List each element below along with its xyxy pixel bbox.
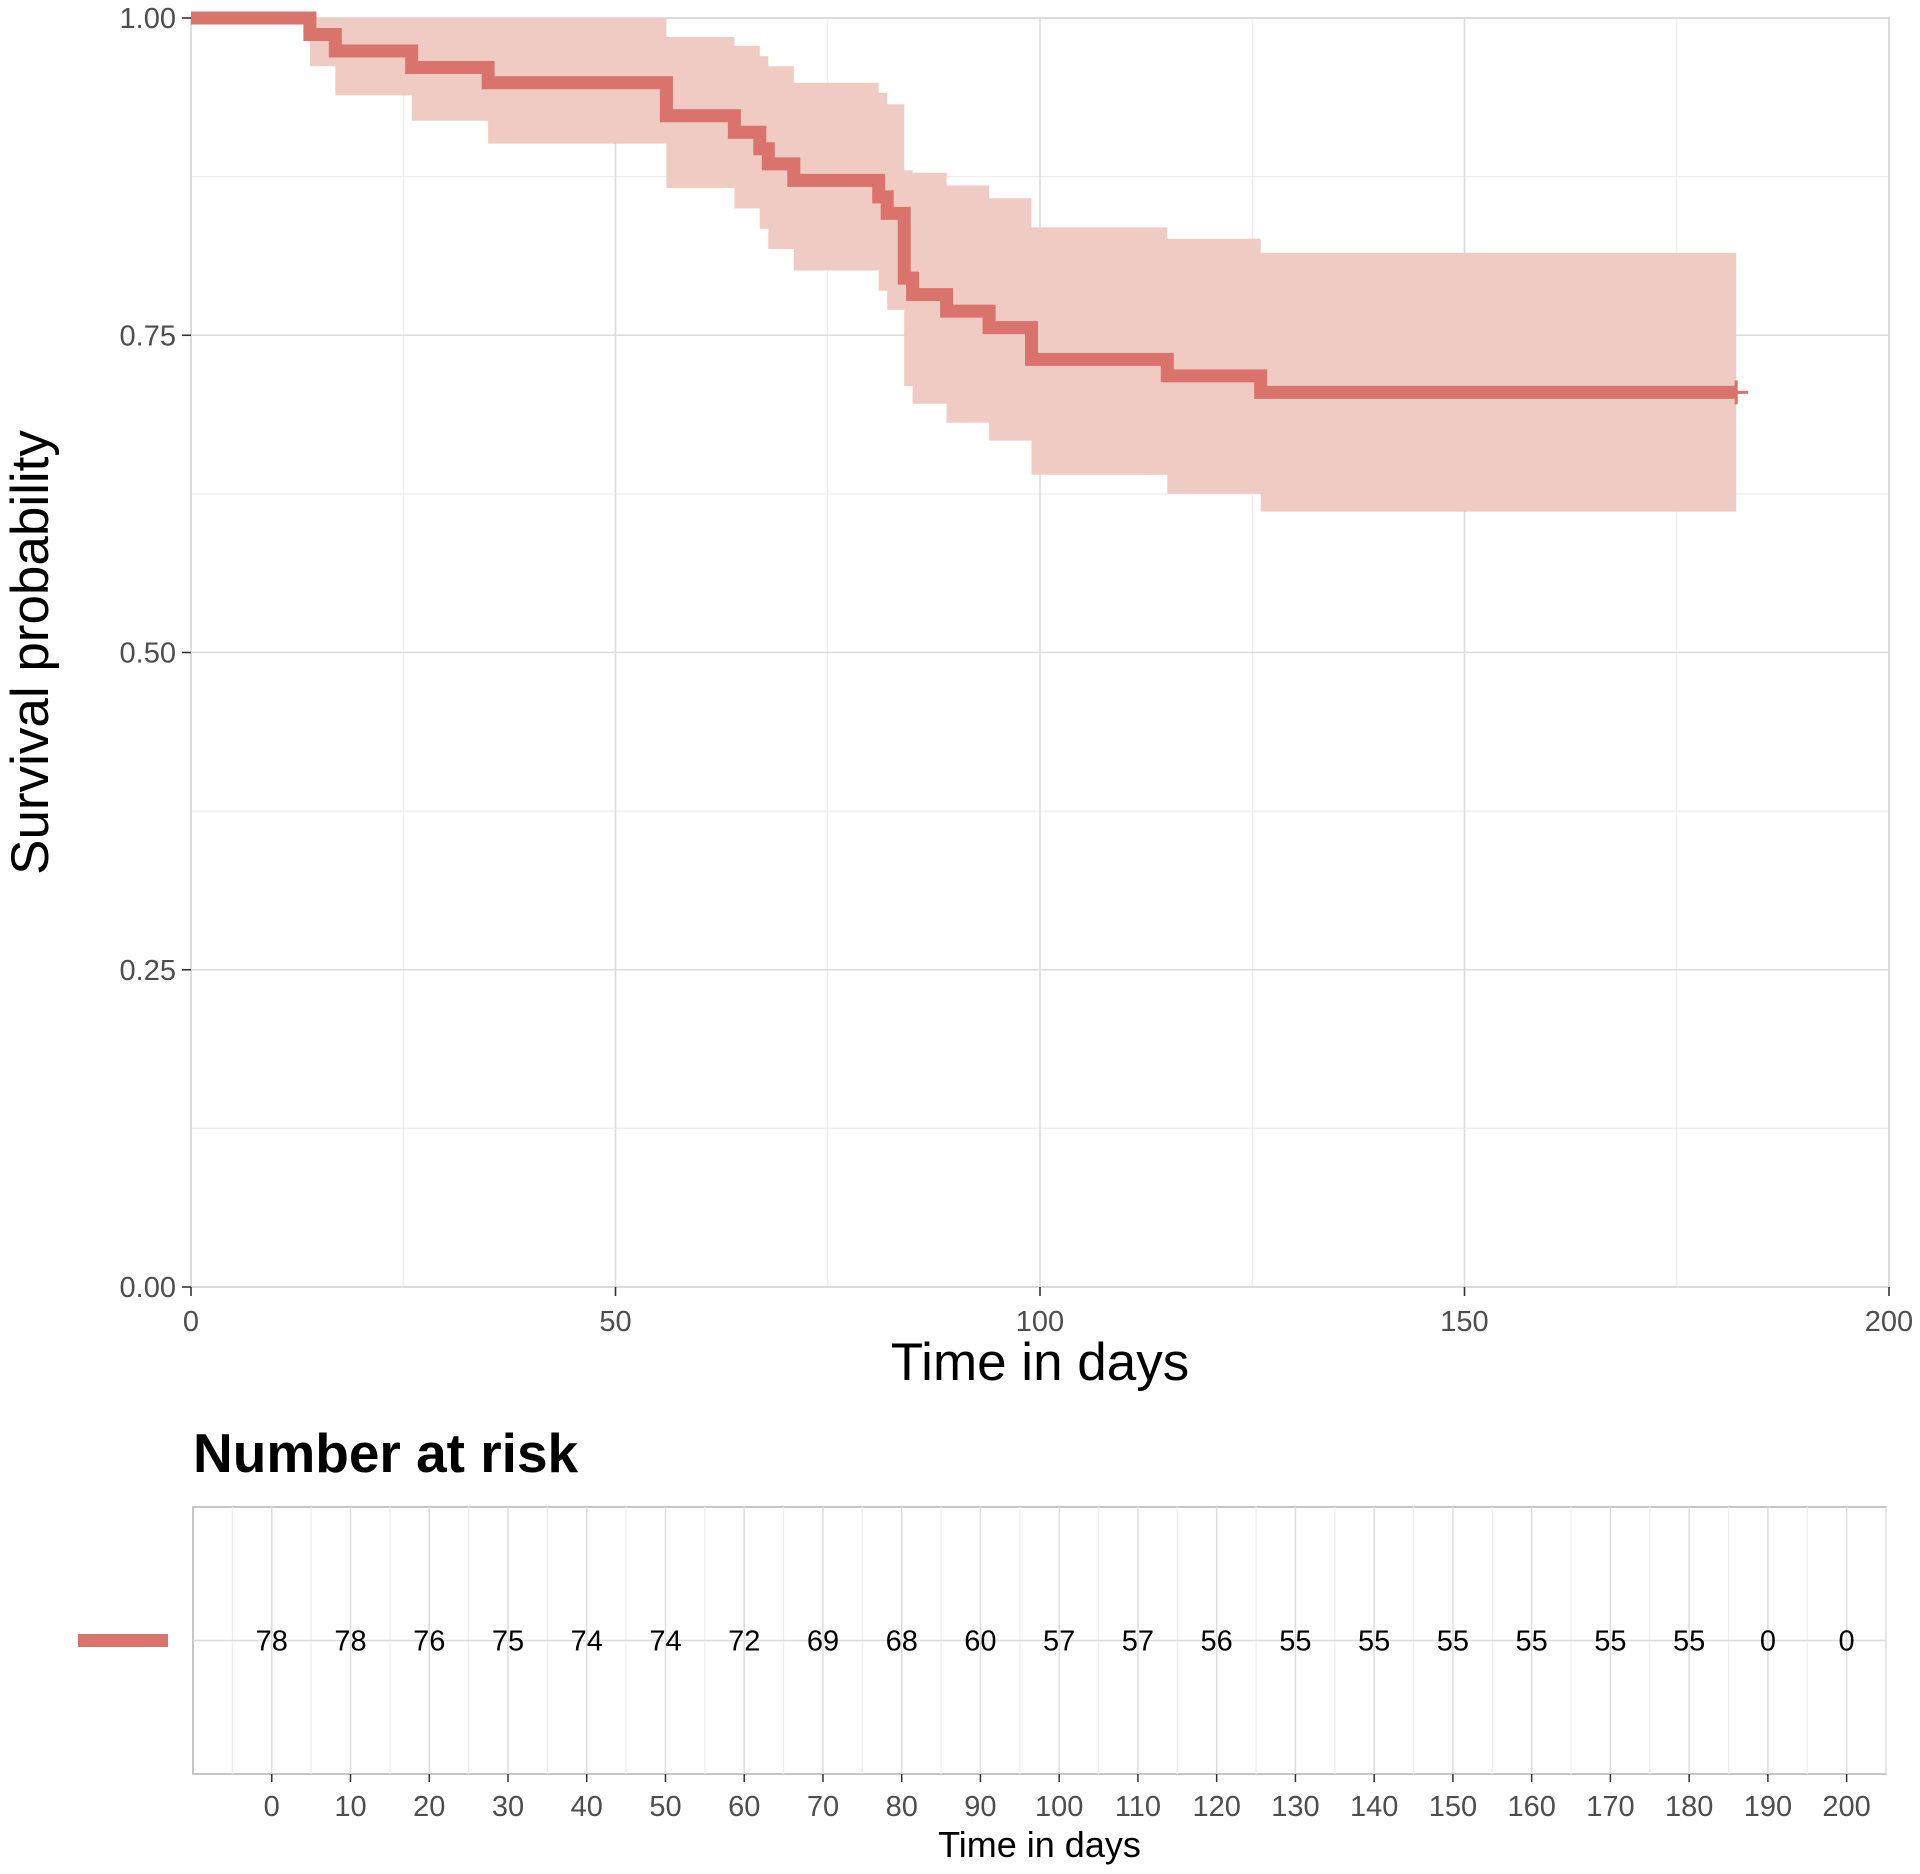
risk-tick-label: 160 bbox=[1507, 1791, 1555, 1823]
risk-table-gridlines bbox=[193, 1507, 1887, 1774]
risk-value: 55 bbox=[1594, 1626, 1626, 1658]
risk-tick-label: 170 bbox=[1586, 1791, 1634, 1823]
risk-value: 57 bbox=[1122, 1626, 1154, 1658]
risk-tick-label: 60 bbox=[728, 1791, 760, 1823]
risk-value: 55 bbox=[1358, 1626, 1390, 1658]
x-tick-label: 50 bbox=[599, 1306, 631, 1338]
y-tick-label: 1.00 bbox=[120, 3, 176, 35]
y-tick-label: 0.75 bbox=[120, 320, 176, 352]
risk-value: 75 bbox=[492, 1626, 524, 1658]
km-censor-marks bbox=[1724, 380, 1749, 405]
risk-tick-label: 90 bbox=[964, 1791, 996, 1823]
risk-table-title: Number at risk bbox=[193, 1422, 579, 1484]
x-axis-title: Time in days bbox=[891, 1333, 1189, 1392]
risk-tick-label: 80 bbox=[886, 1791, 918, 1823]
risk-tick-label: 200 bbox=[1822, 1791, 1870, 1823]
x-tick-label: 0 bbox=[183, 1306, 199, 1338]
risk-value: 72 bbox=[728, 1626, 760, 1658]
risk-table-values: 78 78 76 75 74 74 72 69 68 60 57 57 56 55 55 55 55 55 55 0 0 bbox=[256, 1626, 1855, 1658]
y-tick-label: 0.25 bbox=[120, 955, 176, 987]
x-tick-label: 100 bbox=[1016, 1306, 1064, 1338]
risk-value: 55 bbox=[1279, 1626, 1311, 1658]
risk-value: 55 bbox=[1673, 1626, 1705, 1658]
risk-tick-label: 20 bbox=[413, 1791, 445, 1823]
risk-value: 0 bbox=[1839, 1626, 1855, 1658]
risk-value: 60 bbox=[964, 1626, 996, 1658]
risk-tick-label: 120 bbox=[1192, 1791, 1240, 1823]
y-tick-label: 0.50 bbox=[120, 638, 176, 670]
km-axes: 0 50 100 150 200 0.00 0.25 0.50 0.75 1.00 bbox=[120, 3, 1914, 1338]
risk-value: 56 bbox=[1201, 1626, 1233, 1658]
risk-value: 57 bbox=[1043, 1626, 1075, 1658]
risk-value: 78 bbox=[334, 1626, 366, 1658]
risk-tick-label: 30 bbox=[492, 1791, 524, 1823]
risk-value: 69 bbox=[807, 1626, 839, 1658]
y-axis-title: Survival probability bbox=[1, 430, 60, 875]
risk-value: 55 bbox=[1437, 1626, 1469, 1658]
risk-value: 0 bbox=[1760, 1626, 1776, 1658]
risk-tick-label: 100 bbox=[1035, 1791, 1083, 1823]
risk-tick-label: 180 bbox=[1665, 1791, 1713, 1823]
risk-table-ticks: 0 10 20 30 40 50 60 70 80 90 100 110 120 130 140 150 160… bbox=[264, 1774, 1871, 1823]
risk-tick-label: 40 bbox=[571, 1791, 603, 1823]
risk-tick-label: 70 bbox=[807, 1791, 839, 1823]
risk-value: 55 bbox=[1516, 1626, 1548, 1658]
risk-tick-label: 50 bbox=[649, 1791, 681, 1823]
risk-tick-label: 130 bbox=[1271, 1791, 1319, 1823]
risk-value: 74 bbox=[571, 1626, 603, 1658]
risk-value: 74 bbox=[649, 1626, 681, 1658]
risk-value: 78 bbox=[256, 1626, 288, 1658]
risk-tick-label: 10 bbox=[334, 1791, 366, 1823]
km-plot-panel: 0 50 100 150 200 0.00 0.25 0.50 0.75 1.00 Time in… bbox=[1, 3, 1913, 1392]
km-survival-curve bbox=[191, 11, 1737, 399]
risk-tick-label: 0 bbox=[264, 1791, 280, 1823]
risk-value: 76 bbox=[413, 1626, 445, 1658]
km-confidence-band bbox=[191, 18, 1737, 512]
risk-value: 68 bbox=[886, 1626, 918, 1658]
risk-x-axis-title: Time in days bbox=[938, 1824, 1141, 1865]
x-tick-label: 150 bbox=[1440, 1306, 1488, 1338]
risk-tick-label: 140 bbox=[1350, 1791, 1398, 1823]
risk-tick-label: 110 bbox=[1115, 1791, 1161, 1823]
risk-tick-label: 150 bbox=[1429, 1791, 1477, 1823]
x-tick-label: 200 bbox=[1865, 1306, 1913, 1338]
risk-table-panel: Number at risk 78 78 76 75 74 74 72 69 68 60 57 57 5… bbox=[78, 1422, 1887, 1865]
km-gridlines bbox=[190, 17, 1890, 1288]
risk-tick-label: 190 bbox=[1744, 1791, 1792, 1823]
y-tick-label: 0.00 bbox=[120, 1272, 176, 1304]
